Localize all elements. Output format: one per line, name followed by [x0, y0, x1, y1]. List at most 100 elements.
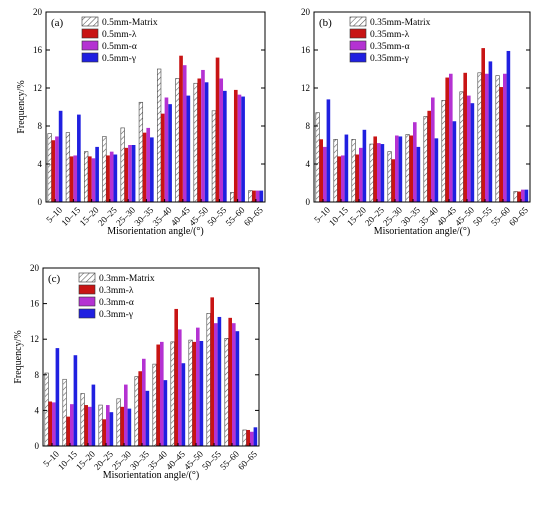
legend-swatch-matrix: [81, 16, 99, 27]
bar-gamma-4: [131, 145, 136, 202]
bar-alpha-7: [182, 65, 187, 202]
bar-lambda-7: [179, 55, 183, 203]
legend-swatch-gamma: [81, 52, 99, 63]
bar-matrix-7: [170, 341, 175, 447]
bar-matrix-7: [441, 100, 446, 203]
bar-alpha-2: [88, 406, 92, 446]
bar-matrix-3: [102, 136, 107, 203]
x-tick-label: 35–40: [151, 205, 174, 228]
bar-alpha-4: [124, 384, 128, 446]
x-tick-label: 15–20: [78, 205, 101, 228]
bar-alpha-5: [413, 122, 417, 202]
bar-gamma-11: [253, 427, 258, 446]
bar-matrix-6: [152, 363, 157, 447]
bar-matrix-6: [157, 68, 162, 203]
x-tick-label: 60–65: [507, 205, 530, 228]
y-tick-label: 4: [38, 159, 43, 169]
bar-alpha-5: [142, 358, 146, 446]
bar-alpha-8: [467, 95, 471, 202]
bar-lambda-11: [246, 429, 250, 446]
bar-gamma-9: [223, 90, 227, 202]
x-tick-label: 20–25: [92, 449, 115, 472]
legend-label-matrix: 0.5mm-Matrix: [102, 18, 158, 28]
bar-gamma-8: [199, 340, 204, 446]
bar-gamma-5: [145, 390, 150, 446]
bar-alpha-3: [377, 143, 381, 202]
y-tick-label: 8: [38, 121, 43, 131]
bar-lambda-3: [373, 136, 377, 202]
bar-gamma-3: [109, 412, 114, 446]
y-tick-label: 20: [301, 7, 311, 17]
legend-label-gamma: 0.5mm-γ: [102, 54, 136, 64]
y-tick-label: 12: [301, 83, 310, 93]
x-tick-label: 45–50: [187, 205, 210, 228]
bar-alpha-4: [128, 145, 132, 202]
bar-lambda-4: [120, 406, 124, 446]
bar-gamma-1: [344, 134, 349, 202]
chart-panel-a: 0481216205–1010–1515–2020–2525–3030–3535…: [16, 7, 266, 237]
x-axis-label: Misorientation angle/(°): [103, 470, 199, 481]
bar-matrix-0: [44, 372, 49, 447]
bar-matrix-3: [98, 404, 103, 447]
bar-gamma-6: [168, 104, 172, 202]
bar-lambda-9: [215, 57, 220, 202]
y-tick-label: 8: [306, 121, 311, 131]
legend-swatch-matrix: [78, 272, 96, 283]
bar-lambda-9: [210, 297, 214, 446]
x-tick-label: 55–60: [224, 205, 247, 228]
bar-lambda-10: [233, 89, 238, 202]
bar-matrix-6: [423, 116, 428, 203]
bar-alpha-2: [91, 158, 96, 202]
bar-matrix-8: [193, 82, 198, 203]
bar-matrix-4: [120, 127, 125, 203]
x-axis-label: Misorientation angle/(°): [374, 226, 470, 237]
bar-lambda-3: [106, 155, 110, 202]
bar-lambda-1: [69, 156, 74, 202]
bar-alpha-0: [55, 136, 59, 202]
bar-gamma-11: [259, 190, 264, 202]
bar-gamma-1: [73, 355, 78, 446]
x-tick-label: 30–35: [128, 449, 151, 472]
bar-matrix-5: [134, 376, 139, 447]
bar-alpha-6: [160, 341, 164, 446]
bar-gamma-5: [416, 146, 421, 202]
x-tick-label: 25–30: [114, 205, 137, 228]
bar-lambda-6: [156, 344, 160, 446]
bar-alpha-4: [395, 135, 399, 202]
bar-gamma-5: [150, 137, 154, 202]
legend-label-gamma: 0.3mm-γ: [99, 310, 133, 320]
bar-matrix-2: [351, 139, 356, 203]
bar-alpha-3: [109, 151, 114, 202]
bar-lambda-7: [445, 77, 449, 202]
panel-label: (c): [48, 273, 61, 285]
legend-swatch-gamma: [349, 52, 367, 63]
legend-label-lambda: 0.5mm-λ: [102, 30, 137, 40]
bar-gamma-1: [77, 114, 81, 202]
x-tick-label: 50–55: [205, 205, 228, 228]
bar-gamma-9: [488, 61, 493, 203]
bar-lambda-1: [66, 416, 70, 446]
x-tick-label: 55–60: [489, 205, 512, 228]
bar-lambda-6: [427, 110, 431, 202]
legend-swatch-alpha: [81, 40, 99, 51]
plot-frame: [42, 267, 260, 447]
bar-alpha-0: [52, 402, 56, 446]
bar-gamma-0: [58, 110, 63, 202]
bar-gamma-10: [506, 50, 511, 203]
x-tick-label: 15–20: [74, 449, 97, 472]
bar-gamma-8: [204, 82, 209, 202]
legend-label-matrix: 0.3mm-Matrix: [99, 274, 155, 284]
bar-lambda-6: [160, 113, 165, 202]
bar-gamma-8: [470, 103, 475, 202]
bar-lambda-8: [192, 341, 196, 446]
bar-lambda-5: [138, 371, 142, 446]
bar-matrix-4: [116, 398, 121, 447]
bar-alpha-10: [237, 94, 242, 202]
bar-alpha-9: [214, 323, 218, 446]
bar-alpha-6: [164, 97, 169, 202]
bar-matrix-5: [405, 134, 410, 203]
y-axis-label: Frequency/%: [16, 80, 27, 133]
x-tick-label: 20–25: [96, 205, 119, 228]
x-tick-label: 40–45: [164, 449, 187, 472]
legend-swatch-lambda: [78, 284, 96, 295]
